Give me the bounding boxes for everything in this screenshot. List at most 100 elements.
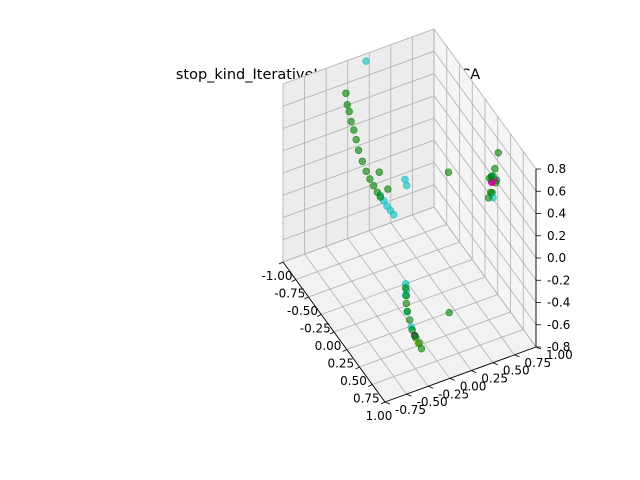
point-green <box>345 107 353 116</box>
y-tick <box>514 354 520 358</box>
y-tick <box>406 393 412 397</box>
x-gridline <box>321 259 473 315</box>
x-gridline <box>359 311 511 368</box>
y-gridline <box>325 246 429 387</box>
x-tick-label: 0.75 <box>353 392 380 406</box>
z-gridline <box>433 184 537 325</box>
point-cyan <box>401 175 409 184</box>
z-tick-label: 0.4 <box>547 207 566 221</box>
x-gridline <box>346 294 498 350</box>
x-tick <box>380 401 386 405</box>
point-green <box>358 157 367 166</box>
x-tick <box>342 349 347 352</box>
axis-lines <box>278 168 542 405</box>
point-green <box>343 101 351 109</box>
x-tick-label: -0.50 <box>287 304 318 318</box>
y-tick-label: -0.25 <box>438 387 469 401</box>
x-tick <box>368 384 373 387</box>
y-tick <box>427 385 434 389</box>
point-green <box>373 188 382 197</box>
point-green <box>375 168 383 176</box>
y-tick <box>449 378 455 381</box>
z-gridline <box>282 206 435 263</box>
y-tick <box>471 370 477 373</box>
point-green <box>350 126 358 134</box>
z-gridline <box>433 117 537 259</box>
point-green <box>406 316 414 324</box>
z-gridline <box>282 139 435 196</box>
point-green <box>484 194 493 202</box>
point-green <box>366 175 374 183</box>
point-green <box>384 185 392 193</box>
point-green <box>354 146 363 155</box>
point-green <box>403 307 411 316</box>
y-tick-label: 0.25 <box>481 372 508 386</box>
z-gridline <box>282 73 435 129</box>
x-tick <box>317 314 322 317</box>
z-tick-label: -0.6 <box>547 318 570 332</box>
y-tick <box>492 362 499 366</box>
y-gridline <box>347 238 451 379</box>
z-gridline <box>433 51 537 192</box>
point-green <box>444 168 453 176</box>
z-tick-label: -0.2 <box>547 273 570 287</box>
point-green <box>491 164 499 173</box>
y-tick-label: 0.50 <box>503 364 530 378</box>
x-tick <box>291 279 296 282</box>
point-green <box>342 89 350 98</box>
z-gridline <box>282 28 435 85</box>
z-tick-label: -0.4 <box>547 296 570 310</box>
y-gridline <box>390 222 494 363</box>
point-cyan <box>383 202 391 210</box>
tick-labels: -1.00-0.75-0.50-0.250.000.250.500.751.00… <box>261 162 572 423</box>
x-tick-label: -1.00 <box>261 269 292 283</box>
point-cyan <box>362 57 370 65</box>
x-tick <box>304 296 309 300</box>
point-green <box>494 149 502 157</box>
z-gridline <box>282 117 435 174</box>
point-green <box>401 284 410 292</box>
point-green <box>352 135 360 144</box>
x-tick-label: 0.00 <box>315 339 342 353</box>
z-gridline <box>433 162 537 303</box>
x-gridline <box>308 241 460 298</box>
x-tick <box>278 261 284 265</box>
y-gridline <box>412 214 515 356</box>
y-tick-label: 0.00 <box>460 379 487 393</box>
x-tick-label: -0.75 <box>274 287 305 301</box>
z-gridline <box>433 73 537 214</box>
y-gridline <box>304 253 407 395</box>
z-gridline <box>282 95 435 152</box>
x-gridline <box>372 329 524 385</box>
y-gridline <box>368 230 472 371</box>
z-tick-label: 0.2 <box>547 229 566 243</box>
point-green <box>347 117 355 126</box>
point-green <box>417 345 426 353</box>
x-tick-label: 0.25 <box>327 357 354 371</box>
z-gridline <box>433 28 537 170</box>
y-tick-label: -0.75 <box>395 403 426 417</box>
z-tick-label: 0.6 <box>547 184 566 198</box>
z-gridline <box>433 140 537 281</box>
x-tick-label: 1.00 <box>366 409 393 423</box>
z-tick-label: 0.8 <box>547 162 566 176</box>
x-tick-label: -0.25 <box>300 322 331 336</box>
point-green <box>485 174 494 182</box>
point-green <box>445 308 453 317</box>
data-points <box>342 57 502 353</box>
y-tick-label: 0.75 <box>524 356 551 370</box>
y-tick-label: 1.00 <box>546 348 573 362</box>
point-green <box>402 299 411 308</box>
y-tick-label: -0.50 <box>417 395 448 409</box>
point-green <box>402 291 411 300</box>
z-tick-label: -0.8 <box>547 340 570 354</box>
x-tick <box>355 366 360 370</box>
y-tick <box>384 401 391 405</box>
z-gridline <box>282 162 435 218</box>
z-gridline <box>282 50 435 107</box>
z-tick-label: 0.0 <box>547 251 566 265</box>
x-gridline <box>295 224 447 280</box>
y-axis-line <box>384 346 537 403</box>
point-cyan <box>403 181 411 190</box>
